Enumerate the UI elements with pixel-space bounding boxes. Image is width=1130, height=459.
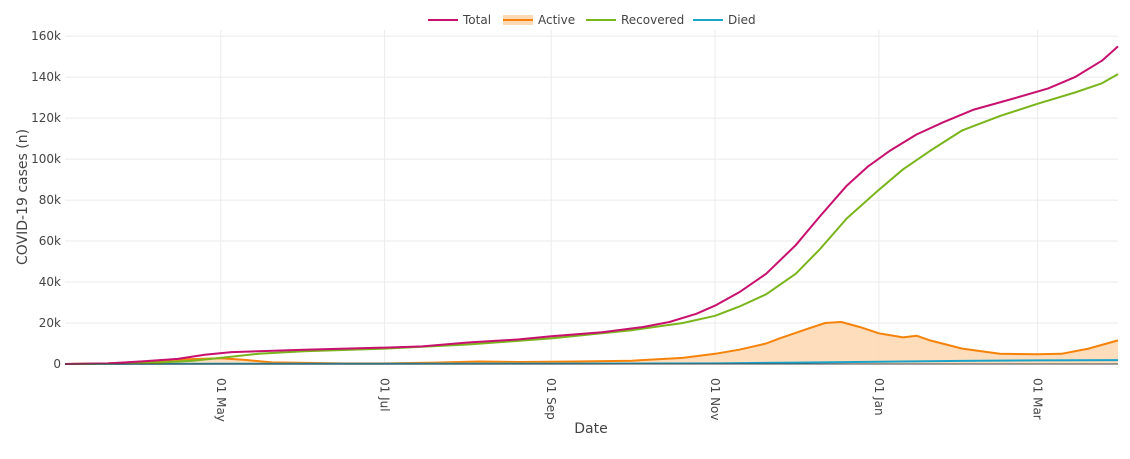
series-recovered-line [64, 73, 1119, 365]
series-active-line [64, 321, 1119, 365]
y-tick-label: 20k [39, 316, 61, 330]
legend-label: Recovered [621, 13, 684, 27]
x-tick-label: 01 May [214, 378, 228, 422]
y-tick-label: 140k [31, 70, 61, 84]
y-tick-label: 100k [31, 152, 61, 166]
y-tick-label: 0 [53, 357, 61, 371]
legend-label: Active [538, 13, 575, 27]
legend-item-total: Total [428, 13, 491, 27]
y-tick-label: 160k [31, 29, 61, 43]
legend: Total Active Recovered Died [428, 13, 756, 27]
legend-label: Total [462, 13, 491, 27]
legend-item-recovered: Recovered [586, 13, 684, 27]
x-tick-label: 01 Mar [1030, 378, 1044, 420]
legend-item-active: Active [503, 13, 575, 27]
x-tick-label: 01 Sep [544, 378, 558, 420]
series-total-line [64, 45, 1119, 365]
legend-label: Died [728, 13, 756, 27]
axes: 0 20k 40k 60k 80k 100k 120k 140k 160k 01 May 01 Ju… [31, 29, 1118, 422]
x-tick-label: 01 Jul [378, 378, 392, 412]
series-layer [64, 45, 1119, 365]
y-axis-title: COVID-19 cases (n) [15, 129, 31, 265]
legend-item-died: Died [693, 13, 756, 27]
x-tick-label: 01 Jan [872, 378, 886, 416]
x-tick-label: 01 Nov [708, 378, 722, 421]
series-active-area [65, 322, 1118, 364]
x-axis-title: Date [574, 421, 607, 437]
grid [65, 30, 1118, 365]
y-tick-label: 40k [39, 275, 61, 289]
y-tick-label: 80k [39, 193, 61, 207]
y-tick-label: 60k [39, 234, 61, 248]
y-tick-label: 120k [31, 111, 61, 125]
